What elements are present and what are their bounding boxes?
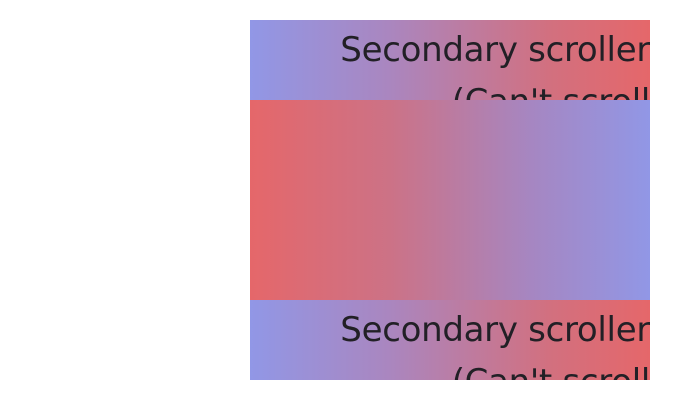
secondary-scroller-top[interactable]: Secondary scroller (Can't scroll	[250, 20, 650, 100]
scroller-note: (Can't scroll	[250, 76, 650, 100]
scroller-label: Secondary scroller	[340, 30, 650, 70]
scroller-label: Secondary scroller	[340, 310, 650, 350]
scroller-text: Secondary scroller (Can't scroll	[250, 304, 650, 380]
main-scroll-band[interactable]	[250, 100, 650, 300]
scroller-note: (Can't scroll	[250, 356, 650, 380]
scroller-text: Secondary scroller (Can't scroll	[250, 24, 650, 100]
secondary-scroller-bottom[interactable]: Secondary scroller (Can't scroll	[250, 300, 650, 380]
